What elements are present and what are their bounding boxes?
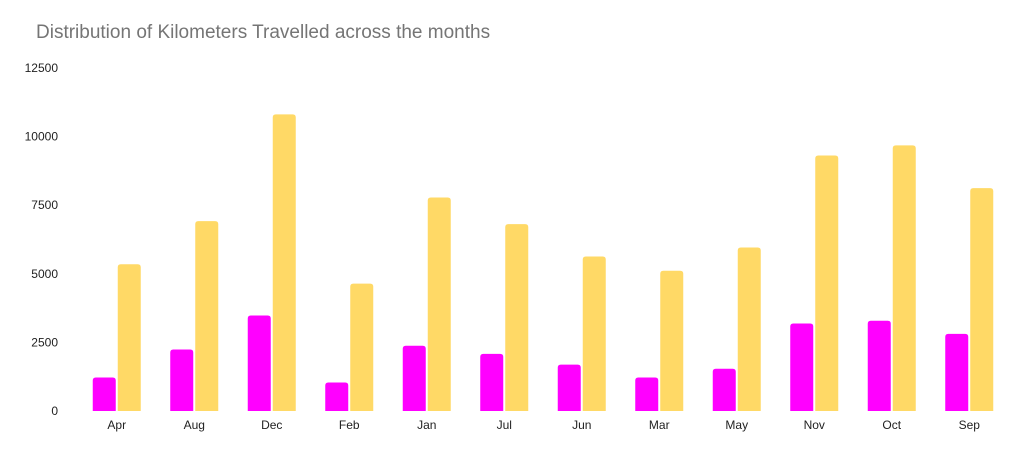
bars (92, 114, 994, 411)
x-tick-label: Jan (417, 418, 436, 432)
bar-jul-series-1 (480, 353, 504, 411)
bar-apr-series-1 (92, 377, 116, 411)
bar-mar-series-1 (635, 377, 659, 411)
bar-oct-series-1 (867, 320, 891, 411)
x-tick-label: Oct (882, 418, 901, 432)
x-tick-label: Apr (107, 418, 126, 432)
x-tick-label: Jun (572, 418, 591, 432)
chart-title: Distribution of Kilometers Travelled acr… (36, 22, 491, 43)
y-tick-label: 2500 (31, 335, 58, 349)
x-tick-label: Sep (959, 418, 981, 432)
bar-sep-series-2 (970, 188, 994, 411)
bar-mar-series-2 (660, 270, 684, 411)
bar-may-series-1 (712, 368, 736, 411)
x-tick-label: Feb (339, 418, 360, 432)
bar-jan-series-1 (402, 345, 426, 411)
y-tick-label: 5000 (31, 267, 58, 281)
x-tick-label: Mar (649, 418, 670, 432)
x-tick-label: May (725, 418, 748, 432)
x-tick-label: Jul (497, 418, 512, 432)
bar-aug-series-1 (170, 349, 194, 411)
bar-feb-series-2 (350, 283, 374, 411)
x-tick-label: Dec (261, 418, 282, 432)
bar-feb-series-1 (325, 382, 349, 411)
bar-jan-series-2 (427, 197, 451, 411)
x-tick-label: Nov (804, 418, 825, 432)
bar-may-series-2 (737, 247, 761, 411)
y-tick-label: 0 (51, 404, 58, 418)
bar-jul-series-2 (505, 224, 529, 411)
bar-oct-series-2 (892, 145, 916, 411)
y-axis: 0 2500 5000 7500 10000 12500 (25, 61, 59, 418)
bar-jun-series-2 (582, 256, 606, 411)
bar-nov-series-1 (790, 323, 814, 411)
bar-dec-series-1 (247, 315, 271, 411)
bar-dec-series-2 (272, 114, 296, 411)
bar-apr-series-2 (117, 264, 141, 411)
bar-sep-series-1 (945, 333, 969, 411)
bar-nov-series-2 (815, 155, 839, 411)
y-tick-label: 12500 (25, 61, 59, 75)
bar-aug-series-2 (195, 221, 219, 411)
bar-jun-series-1 (557, 364, 581, 411)
x-tick-label: Aug (184, 418, 205, 432)
y-tick-label: 10000 (25, 130, 59, 144)
x-axis: Apr Aug Dec Feb Jan Jul Jun Mar May Nov Oct Sep (107, 418, 980, 432)
y-tick-label: 7500 (31, 198, 58, 212)
